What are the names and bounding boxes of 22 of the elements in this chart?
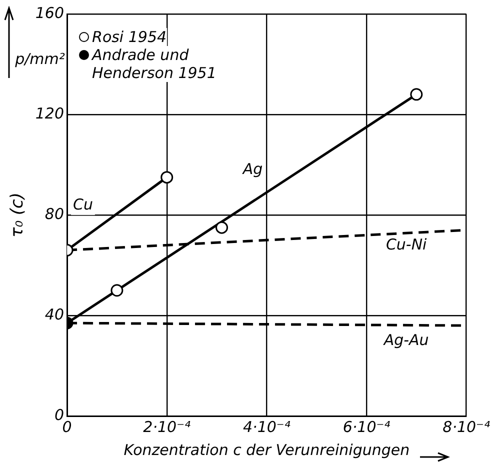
- y-tick-label: 80: [44, 204, 64, 223]
- x-tick-label: 8·10⁻⁴: [442, 418, 490, 436]
- series-label: Cu-Ni: [386, 235, 428, 254]
- x-tick-label: 6·10⁻⁴: [342, 418, 390, 436]
- y-axis-title: τ₀ (c): [8, 192, 28, 238]
- point: [216, 221, 228, 234]
- legend-label: Rosi 1954: [92, 28, 167, 46]
- series-label: Ag-Au: [382, 330, 429, 349]
- x-tick-label: 2·10⁻⁴: [143, 418, 191, 436]
- series-label: Cu: [72, 195, 93, 214]
- point: [410, 88, 423, 101]
- y-tick-label: 0: [54, 406, 64, 424]
- point: [160, 171, 174, 184]
- x-axis-title: Konzentration c der Verunreinigungen: [124, 440, 410, 459]
- y-tick-label: 120: [35, 104, 64, 122]
- text: p/mm²: [14, 50, 65, 68]
- series-label: Ag: [242, 160, 263, 178]
- point: [110, 284, 124, 297]
- x-tick-label: 4·10⁻⁴: [243, 418, 290, 436]
- legend-label: Andrade und Henderson 1951: [92, 46, 242, 82]
- y-tick-label: 40: [44, 305, 64, 324]
- y-tick-label: 160: [35, 4, 64, 22]
